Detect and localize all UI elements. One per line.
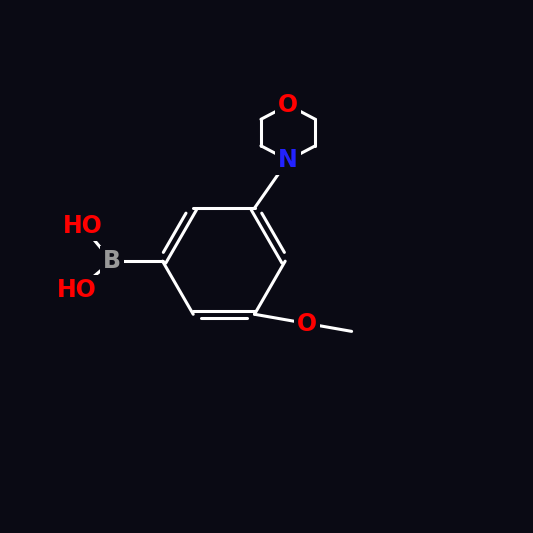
Text: O: O: [278, 93, 298, 117]
Text: N: N: [278, 148, 298, 172]
Text: O: O: [297, 311, 317, 335]
Text: B: B: [103, 249, 121, 273]
Text: HO: HO: [63, 214, 103, 238]
Text: HO: HO: [57, 278, 97, 302]
